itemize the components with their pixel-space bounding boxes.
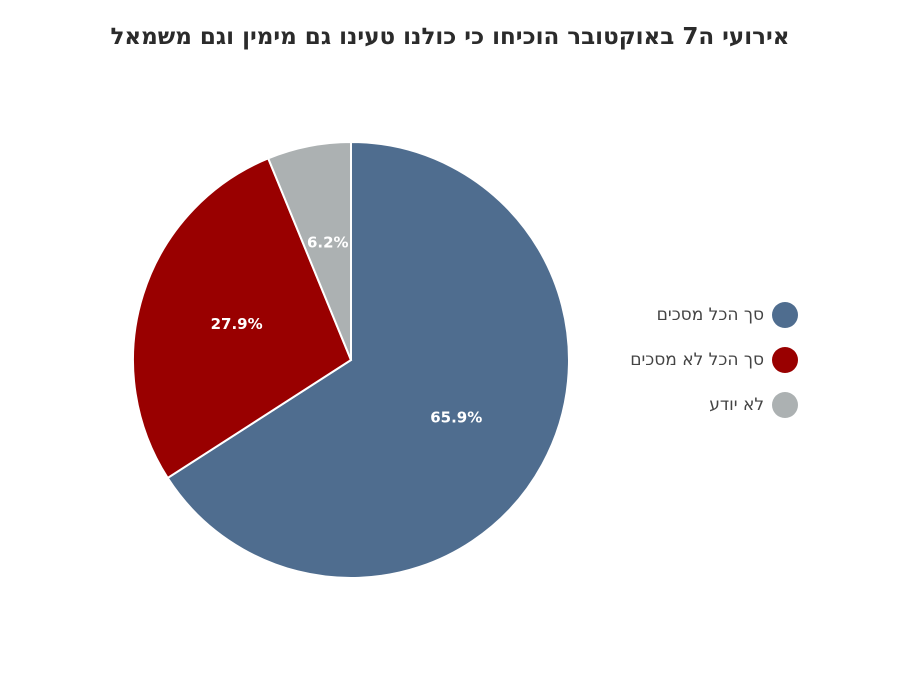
pie-slice <box>166 140 570 579</box>
pie-slices <box>132 140 570 579</box>
legend-item: לא יודע <box>630 390 798 420</box>
legend-label: לא יודע <box>709 395 764 415</box>
legend-label: סך הכל לא מסכים <box>630 350 764 370</box>
legend-swatch <box>772 302 798 328</box>
legend-label: סך הכל מסכים <box>656 305 764 325</box>
legend-swatch <box>772 392 798 418</box>
slice-data-label: 65.9% <box>430 408 482 426</box>
legend: סך הכל מסכים סך הכל לא מסכים לא יודע <box>630 300 798 435</box>
legend-item: סך הכל מסכים <box>630 300 798 330</box>
legend-item: סך הכל לא מסכים <box>630 345 798 375</box>
pie-data-labels: 65.9% 27.9% 6.2% <box>211 233 483 426</box>
slice-data-label: 27.9% <box>211 315 263 333</box>
legend-swatch <box>772 347 798 373</box>
pie-slice <box>132 157 353 480</box>
slice-data-label: 6.2% <box>307 233 349 251</box>
chart-title: אירועי ה7 באוקטובר הוכיחו כי כולנו טעינו… <box>110 24 790 50</box>
pie-slice <box>266 140 352 361</box>
